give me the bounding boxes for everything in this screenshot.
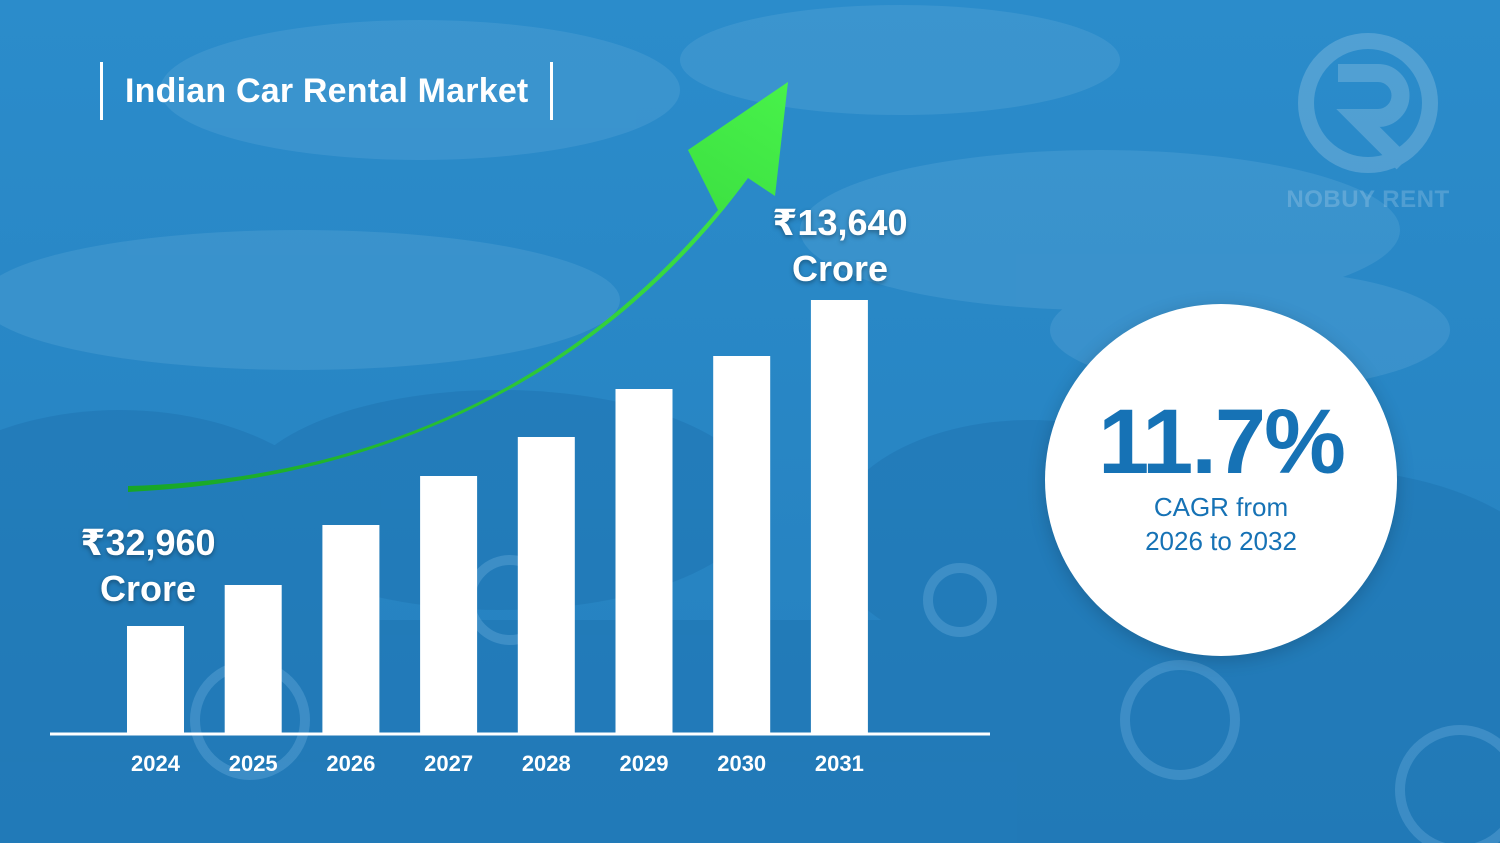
cagr-line-1: CAGR from [1153, 492, 1289, 522]
bar-2029 [615, 389, 673, 733]
cagr-description: CAGR from 2026 to 2032 [1045, 490, 1397, 558]
end-value-label: ₹13,640 Crore [740, 200, 940, 292]
x-tick-label: 2025 [229, 751, 278, 776]
brand-logo-text: NOBUY RENT [1286, 186, 1450, 213]
x-tick-label: 2031 [815, 751, 864, 776]
brand-logo: NOBUY RENT [1278, 28, 1458, 218]
x-tick-label: 2030 [717, 751, 766, 776]
brand-logo-icon [1298, 33, 1438, 173]
start-value-label: ₹32,960 Crore [48, 520, 248, 612]
start-unit: Crore [99, 568, 197, 609]
cagr-line-2: 2026 to 2032 [1145, 526, 1297, 556]
x-tick-label: 2029 [620, 751, 669, 776]
x-tick-label: 2024 [131, 751, 181, 776]
cagr-badge: 11.7% CAGR from 2026 to 2032 [1045, 304, 1397, 656]
growth-arrow [128, 82, 788, 492]
bar-2026 [322, 525, 380, 733]
bar-2031 [810, 300, 868, 733]
start-value: ₹32,960 [80, 522, 216, 563]
bar-2030 [713, 356, 771, 733]
end-value: ₹13,640 [772, 202, 908, 243]
title-block: Indian Car Rental Market [100, 62, 554, 120]
x-tick-label: 2028 [522, 751, 571, 776]
bar-2025 [224, 585, 282, 733]
title-divider-left [100, 62, 103, 120]
cagr-value: 11.7% [1098, 391, 1346, 493]
bar-2027 [420, 476, 478, 733]
bar-2028 [517, 437, 575, 733]
chart-title: Indian Car Rental Market [125, 71, 529, 110]
x-tick-label: 2026 [326, 751, 375, 776]
title-divider-right [550, 62, 554, 120]
x-tick-label: 2027 [424, 751, 473, 776]
bar-2024 [127, 626, 184, 733]
end-unit: Crore [791, 248, 889, 289]
